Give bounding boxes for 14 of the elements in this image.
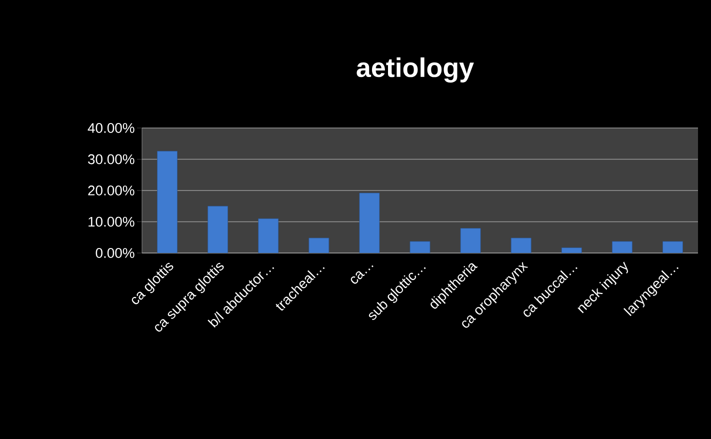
y-tick-label: 40.00%: [88, 123, 134, 133]
chart-title: aetiology: [356, 57, 474, 83]
y-tick-label: 10.00%: [88, 216, 134, 227]
bar: [359, 192, 380, 253]
bar: [510, 238, 532, 253]
y-tick-label: 30.00%: [88, 154, 134, 164]
bar: [157, 150, 178, 253]
x-tick-label: ca…: [350, 265, 374, 284]
bar: [308, 238, 330, 253]
bar: [460, 228, 481, 253]
y-tick-label: 20.00%: [88, 186, 134, 196]
bar: [208, 206, 228, 253]
bar: [258, 218, 279, 253]
y-tick-label: 0.00%: [96, 248, 134, 258]
